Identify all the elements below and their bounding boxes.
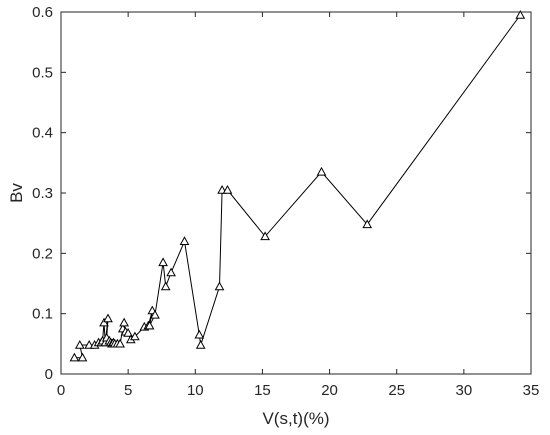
- y-tick-label: 0.2: [32, 245, 53, 262]
- data-point-marker: [194, 329, 205, 339]
- y-axis-label: Bv: [7, 183, 26, 203]
- data-point-marker: [74, 339, 85, 349]
- x-tick-label: 35: [523, 382, 540, 399]
- data-point-marker: [69, 352, 80, 362]
- data-point-marker: [195, 339, 206, 349]
- data-point-marker: [144, 320, 155, 330]
- data-point-marker: [158, 257, 168, 267]
- data-point-marker: [260, 231, 270, 241]
- data-point-marker: [115, 338, 125, 348]
- plot-frame: [60, 11, 532, 375]
- data-point-marker: [77, 352, 88, 362]
- data-point-marker: [99, 317, 109, 327]
- y-tick-label: 0: [45, 366, 53, 383]
- data-point-marker: [362, 219, 373, 229]
- data-point-marker: [130, 331, 140, 341]
- tick-labels: 0 5 10 15 20 25 30 35 0 0.1 0.2 0.3 0.4 0.5 0.6: [32, 4, 539, 399]
- x-tick-label: 15: [254, 382, 271, 399]
- data-point-marker: [103, 313, 113, 323]
- data-point-marker: [150, 309, 160, 319]
- y-tick-label: 0.3: [32, 185, 53, 202]
- series-markers: [69, 9, 526, 362]
- y-tick-label: 0.6: [32, 4, 53, 21]
- x-tick-label: 10: [187, 382, 204, 399]
- data-point-marker: [222, 184, 233, 194]
- data-point-marker: [119, 317, 129, 327]
- data-point-marker: [179, 236, 190, 245]
- data-point-marker: [316, 166, 327, 176]
- data-point-marker: [214, 281, 225, 291]
- plot-area: [61, 12, 531, 374]
- x-tick-label: 30: [456, 382, 473, 399]
- x-tick-label: 5: [124, 382, 132, 399]
- data-point-marker: [123, 327, 133, 337]
- data-point-marker: [160, 281, 171, 291]
- y-tick-label: 0.4: [32, 125, 53, 142]
- data-point-marker: [166, 267, 176, 277]
- y-tick-label: 0.5: [32, 64, 53, 81]
- x-axis-label: V(s,t)(%): [262, 409, 329, 428]
- data-point-marker: [515, 9, 526, 19]
- x-tick-label: 0: [57, 382, 65, 399]
- x-tick-label: 25: [388, 382, 405, 399]
- x-tick-label: 20: [321, 382, 338, 399]
- y-tick-label: 0.1: [32, 306, 53, 323]
